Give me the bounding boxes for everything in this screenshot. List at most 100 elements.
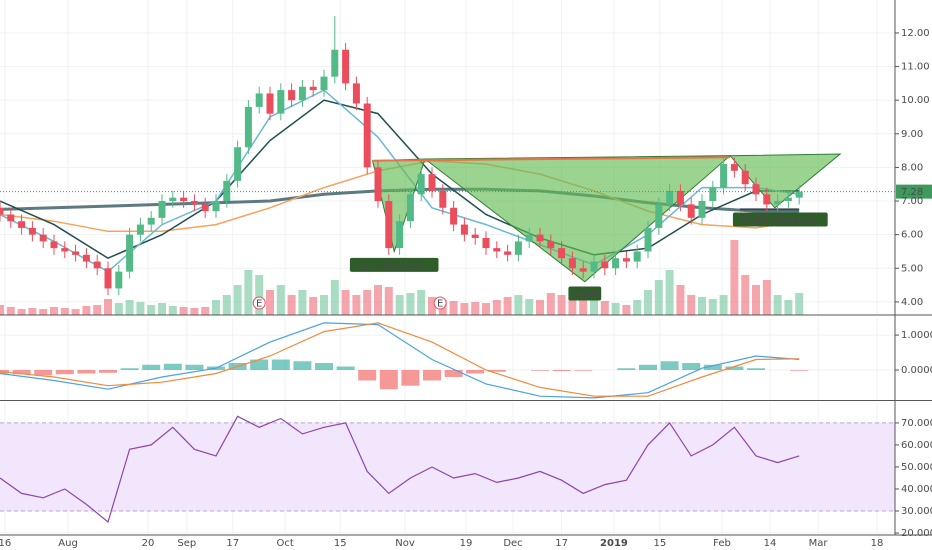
candle-body (450, 207, 458, 225)
last-price-label: 7.28 (901, 187, 923, 198)
candle-body (784, 197, 792, 202)
candle-body (61, 248, 69, 252)
x-tick-label: Sep (177, 538, 196, 549)
y-tick-label: 6.00 (901, 230, 923, 241)
moving-average (0, 99, 800, 260)
macd-histogram-bar (271, 359, 290, 370)
volume-bar (536, 300, 545, 315)
candle-body (277, 90, 285, 114)
y-tick-label: 4.00 (901, 297, 923, 308)
x-tick-label: Nov (395, 538, 415, 549)
volume-bar (644, 290, 653, 315)
volume-bar (741, 275, 750, 315)
volume-bar (0, 305, 4, 315)
candle-body (428, 174, 436, 191)
macd-histogram-bar (725, 366, 744, 370)
candle-body (460, 224, 468, 235)
macd-histogram-bar (444, 369, 463, 377)
macd-line (0, 322, 800, 399)
volume-bar (460, 303, 469, 315)
volume-bar (266, 290, 275, 315)
earnings-label: E (437, 299, 443, 310)
x-tick-label: 15 (654, 538, 667, 549)
candle-body (622, 258, 630, 262)
candle-body (18, 221, 26, 228)
volume-bar (698, 297, 707, 315)
volume-bar (503, 297, 512, 315)
candle-body (493, 248, 501, 252)
candle-body (525, 234, 533, 242)
candle-body (201, 204, 209, 212)
candle-body (709, 187, 717, 202)
macd-histogram-bar (531, 369, 550, 371)
x-tick-label: Oct (276, 538, 293, 549)
candle-body (342, 49, 350, 84)
pattern-label: Right Shoulder (743, 215, 818, 226)
volume-bar (363, 290, 372, 315)
macd-histogram-bar (639, 364, 658, 370)
candle-body (676, 190, 684, 205)
macd-histogram-bar (336, 366, 355, 370)
volume-bar (687, 295, 696, 315)
macd-histogram-bar (358, 369, 377, 381)
x-tick-label: 20 (142, 538, 155, 549)
volume-bar (590, 299, 599, 315)
volume-bar (158, 303, 167, 315)
volume-bar (125, 300, 134, 315)
candle-body (763, 194, 771, 205)
x-tick-label: 18 (871, 538, 884, 549)
volume-bar (719, 295, 728, 315)
volume-bar (147, 305, 156, 315)
y-tick-label: 5.00 (901, 263, 923, 274)
macd-histogram-bar (142, 364, 161, 370)
candle-body (190, 201, 198, 205)
candle-body (374, 167, 382, 202)
candle-body (93, 261, 101, 269)
x-tick-label: 17 (226, 538, 239, 549)
volume-bar (471, 302, 480, 315)
volume-bar (384, 287, 393, 315)
band-layer (0, 422, 895, 512)
pattern-layer (371, 153, 842, 283)
macd-histogram-bar (250, 359, 269, 370)
volume-bar (50, 307, 59, 315)
candle-body (406, 194, 414, 222)
candle-body (212, 201, 220, 212)
volume-bar (557, 295, 566, 315)
x-tick-label: 15 (334, 538, 347, 549)
candle-body (720, 164, 728, 188)
volume-bar (71, 309, 80, 315)
volume-bar (514, 295, 523, 315)
candle-body (482, 238, 490, 249)
candle-body (612, 258, 620, 269)
macd-histogram-bar (293, 361, 312, 370)
earnings-marker (433, 296, 447, 310)
volume-bar (525, 299, 534, 315)
macd-histogram-bar (574, 369, 593, 371)
candle-body (579, 268, 587, 272)
volume-bar (600, 301, 609, 315)
volume-bar (449, 301, 458, 315)
over-layer: Left Shoulder Head Right Shoulder E E 7.28 (0, 184, 932, 310)
volume-bar (795, 293, 804, 315)
volume-bar (179, 307, 188, 315)
volume-bar (568, 297, 577, 315)
volume-bar (654, 280, 663, 315)
macd-histogram-bar (120, 368, 139, 370)
volume-bar (611, 303, 620, 315)
candle-body (331, 49, 339, 77)
candle-body (39, 234, 47, 242)
rsi-band (0, 422, 895, 511)
volume-bar (546, 293, 555, 315)
macd-histogram-bar (747, 368, 766, 370)
volume-bar (212, 300, 221, 315)
volume-bar (395, 295, 404, 315)
volume-bar (784, 300, 793, 315)
candle-body (687, 204, 695, 218)
pattern-label-box (568, 286, 602, 301)
candle-body (126, 234, 134, 272)
volume-bar (708, 299, 717, 315)
volume-bar (233, 285, 242, 315)
candle-body (7, 214, 15, 222)
